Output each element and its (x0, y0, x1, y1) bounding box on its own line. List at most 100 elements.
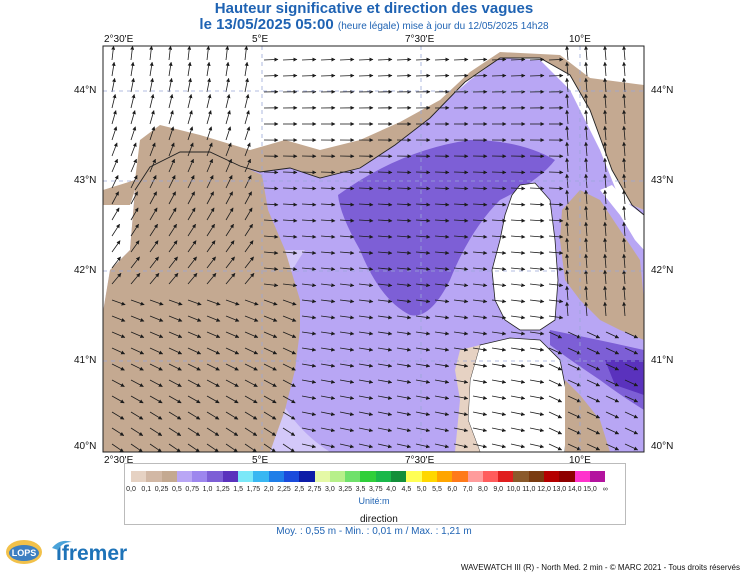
lat-left-5: 40°N (74, 441, 97, 452)
direction-arrow (567, 363, 582, 371)
direction-arrow (301, 427, 317, 433)
direction-arrow (339, 202, 355, 207)
direction-arrow (263, 299, 278, 306)
direction-arrow (548, 186, 564, 191)
lat-left-1: 44°N (74, 85, 97, 96)
direction-arrow (415, 218, 431, 223)
direction-arrow (225, 61, 230, 77)
colorbar-label: 1,0 (202, 486, 213, 493)
direction-arrow (358, 267, 374, 272)
direction-arrow (510, 299, 526, 304)
direction-arrow (453, 379, 469, 384)
direction-arrow (434, 234, 450, 239)
direction-arrow (206, 94, 212, 109)
direction-arrow (377, 73, 393, 78)
direction-arrow (510, 379, 526, 384)
direction-arrow (244, 363, 258, 371)
colorbar-label: 4,5 (401, 486, 412, 493)
direction-arrow (415, 379, 431, 384)
direction-arrow (472, 395, 488, 400)
direction-arrow (622, 157, 627, 173)
map-title: Hauteur significative et direction des v… (214, 0, 534, 17)
direction-arrow (415, 250, 431, 255)
direction-arrow (130, 363, 144, 371)
direction-arrow (168, 347, 183, 355)
direction-arrow (586, 443, 601, 451)
map-subtitle: le 13/05/2025 05:00 (heure légale) mise … (0, 16, 748, 33)
direction-arrow (111, 256, 121, 269)
direction-arrow (396, 379, 412, 384)
direction-arrow (320, 202, 336, 207)
direction-arrow (565, 141, 570, 157)
direction-arrow (263, 57, 279, 62)
direction-arrow (263, 315, 278, 322)
direction-arrow (168, 191, 176, 205)
direction-arrow (320, 57, 336, 62)
colorbar-label: 4,0 (386, 486, 396, 493)
direction-arrow (301, 73, 317, 78)
colorbar-label: 1,75 (246, 486, 261, 493)
lon-bottom-1: 2°30'E (104, 455, 134, 466)
direction-arrow (149, 207, 158, 221)
direction-arrow (111, 427, 125, 436)
direction-arrow (605, 395, 620, 403)
direction-arrow (244, 379, 258, 387)
direction-arrow (491, 411, 507, 417)
direction-arrow (548, 57, 564, 62)
direction-arrow (130, 427, 144, 436)
direction-arrow (168, 411, 182, 420)
direction-arrow (377, 411, 393, 417)
direction-arrow (130, 411, 144, 420)
direction-arrow (491, 57, 507, 62)
direction-arrow (187, 94, 193, 109)
direction-arrow (187, 223, 196, 237)
direction-arrow (149, 331, 164, 338)
direction-arrow (491, 218, 507, 223)
direction-arrow (130, 256, 140, 269)
direction-arrow (206, 110, 212, 125)
colorbar-swatch (528, 471, 545, 482)
direction-arrow (472, 250, 488, 255)
direction-arrow (491, 73, 507, 78)
sardinia (467, 337, 569, 452)
direction-arrow (339, 283, 355, 288)
direction-arrow (149, 94, 155, 109)
direction-arrow (149, 191, 157, 205)
direction-arrow (358, 250, 374, 255)
direction-arrow (225, 379, 239, 387)
direction-arrow (187, 158, 194, 173)
direction-arrow (472, 170, 488, 175)
direction-arrow (149, 256, 159, 269)
direction-arrow (320, 427, 336, 433)
direction-arrow (472, 57, 488, 62)
direction-arrow (434, 267, 450, 272)
direction-arrow (339, 73, 355, 78)
direction-arrow (603, 46, 608, 61)
direction-arrow (396, 347, 412, 352)
colorbar-label: 2,5 (294, 486, 305, 493)
direction-arrow (206, 411, 220, 420)
direction-arrow (301, 218, 317, 223)
direction-arrow (244, 272, 255, 285)
direction-arrow (472, 202, 488, 207)
direction-arrow (358, 283, 374, 288)
direction-arrow (225, 191, 233, 205)
direction-arrow (567, 411, 582, 419)
direction-arrow (491, 202, 507, 207)
direction-arrow (206, 299, 221, 306)
direction-arrow (187, 395, 201, 404)
direction-arrow (130, 240, 140, 253)
colorbar-swatch (161, 471, 177, 482)
direction-arrow (396, 443, 412, 449)
direction-arrow (605, 363, 620, 371)
colorbar-label: 7,0 (462, 486, 473, 493)
direction-arrow (605, 443, 620, 451)
direction-arrow (377, 315, 393, 320)
direction-arrow (453, 331, 469, 336)
direction-arrow (565, 61, 570, 77)
colorbar-swatch (406, 471, 422, 482)
direction-arrow (529, 363, 545, 368)
direction-arrow (244, 299, 259, 306)
direction-arrow (548, 331, 563, 339)
